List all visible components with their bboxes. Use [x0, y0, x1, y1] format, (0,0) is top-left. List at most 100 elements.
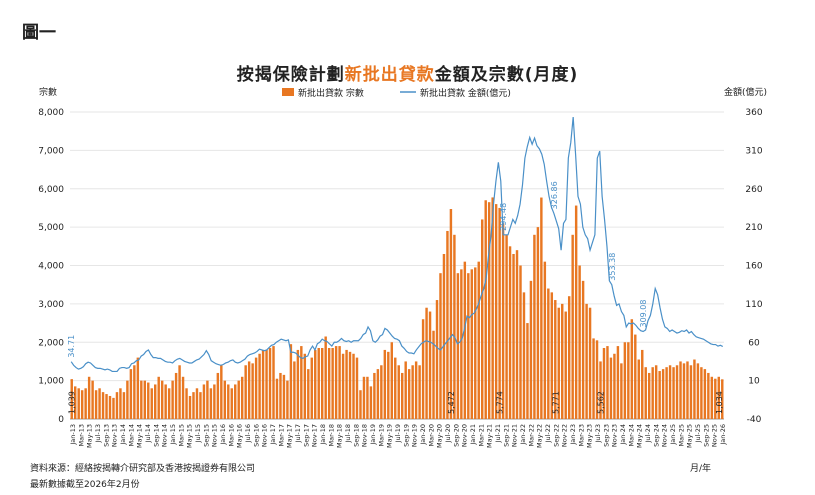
x-tick-label: Nov-16	[261, 424, 269, 447]
right-tick-label: 210	[745, 223, 762, 233]
count-bar	[171, 380, 174, 419]
count-bar	[380, 365, 383, 419]
source-note: 資料來源：經絡按揭轉介研究部及香港按揭證券有限公司	[30, 464, 256, 474]
count-bar	[247, 361, 251, 419]
count-bar	[275, 378, 279, 419]
x-tick-label: Jul-13	[94, 424, 102, 443]
legend-label-amount: 新批出貸款 金額(億元)	[420, 87, 511, 99]
count-bar	[609, 357, 613, 419]
count-bar	[540, 197, 543, 419]
x-tick-label: May-18	[336, 424, 344, 448]
x-tick-label: Jul-15	[194, 424, 202, 443]
count-bar	[390, 342, 393, 419]
count-bar	[623, 342, 627, 419]
count-bar	[220, 365, 223, 419]
count-bar	[533, 234, 536, 419]
count-bar	[98, 388, 101, 419]
count-bar	[668, 365, 672, 419]
count-bar	[651, 367, 654, 419]
count-bar	[293, 361, 296, 419]
x-tick-label: Jan-14	[119, 424, 127, 446]
count-bar	[279, 372, 282, 419]
count-bar	[634, 334, 637, 419]
x-tick-label: Nov-23	[611, 424, 619, 447]
count-bar	[286, 380, 289, 419]
count-bar	[268, 348, 272, 419]
x-tick-label: Mar-22	[527, 424, 535, 446]
count-bar	[213, 384, 216, 419]
count-bar	[338, 346, 341, 419]
x-tick-label: Nov-25	[711, 424, 719, 447]
count-bar	[108, 395, 112, 419]
x-tick-label: Jul-19	[394, 424, 402, 443]
x-tick-label: Jan-13	[69, 424, 77, 446]
x-tick-label: Mar-13	[77, 424, 85, 446]
legend-swatch-bar	[282, 88, 294, 96]
count-data-label: 1,039	[68, 391, 77, 414]
count-bar	[94, 390, 98, 419]
x-tick-label: Jul-21	[494, 424, 502, 443]
x-tick-label: Mar-14	[127, 424, 135, 446]
count-bar	[526, 323, 529, 419]
left-tick-label: 8,000	[38, 108, 64, 118]
x-tick-label: Sep-15	[202, 424, 210, 447]
count-bar	[317, 348, 320, 419]
count-bar	[522, 292, 526, 419]
count-bar	[460, 269, 463, 419]
count-bar	[105, 394, 108, 419]
count-bar	[366, 376, 369, 419]
amount-data-label: 34.71	[67, 335, 76, 358]
amount-data-label: 326.86	[550, 181, 559, 209]
count-bar	[512, 253, 515, 419]
count-bar	[717, 376, 720, 419]
x-tick-label: May-17	[286, 424, 294, 448]
count-bar	[334, 346, 338, 419]
count-bar	[404, 361, 407, 419]
count-bar	[453, 234, 456, 419]
count-bar	[446, 230, 449, 419]
count-bar	[362, 376, 366, 419]
count-bar	[341, 353, 345, 419]
x-tick-label: Jul-25	[694, 424, 702, 443]
count-bar	[721, 379, 724, 419]
count-bar	[77, 388, 80, 419]
count-bar	[679, 361, 682, 419]
count-bar	[136, 357, 140, 419]
count-bar	[324, 336, 327, 419]
figure-label: 圖一	[22, 23, 56, 43]
count-bar	[595, 340, 599, 419]
left-tick-label: 6,000	[38, 185, 64, 195]
count-bar	[418, 365, 421, 419]
x-tick-label: Jan-24	[619, 424, 627, 446]
count-bar	[665, 367, 668, 419]
x-tick-label: Nov-14	[161, 424, 169, 447]
x-tick-label: Mar-24	[627, 424, 635, 446]
x-tick-label: Jan-18	[319, 424, 327, 446]
count-bar	[498, 207, 501, 419]
count-bar	[251, 363, 254, 419]
title-part-1: 按揭保險計劃	[236, 65, 345, 85]
count-bar	[272, 346, 275, 419]
count-bar	[616, 346, 620, 419]
count-bar	[627, 342, 630, 419]
count-bar	[474, 267, 477, 419]
count-bar	[230, 388, 233, 419]
count-bar	[387, 351, 390, 419]
x-tick-label: May-15	[186, 424, 194, 448]
count-bar	[411, 365, 414, 419]
x-tick-label: May-20	[436, 424, 444, 448]
count-bar	[463, 261, 467, 419]
count-bar	[494, 204, 498, 419]
count-bar	[296, 349, 300, 419]
updated-note: 最新數據截至2026年2月份	[30, 480, 140, 490]
x-tick-label: Mar-16	[227, 424, 235, 446]
count-bar	[70, 379, 73, 419]
count-bar	[133, 365, 136, 419]
right-tick-label: 310	[745, 146, 762, 156]
x-tick-label: Jan-26	[719, 424, 727, 446]
count-bar	[682, 363, 686, 419]
count-bar	[126, 380, 129, 419]
x-tick-label: Nov-13	[111, 424, 119, 447]
x-tick-label: Jan-23	[569, 424, 577, 446]
